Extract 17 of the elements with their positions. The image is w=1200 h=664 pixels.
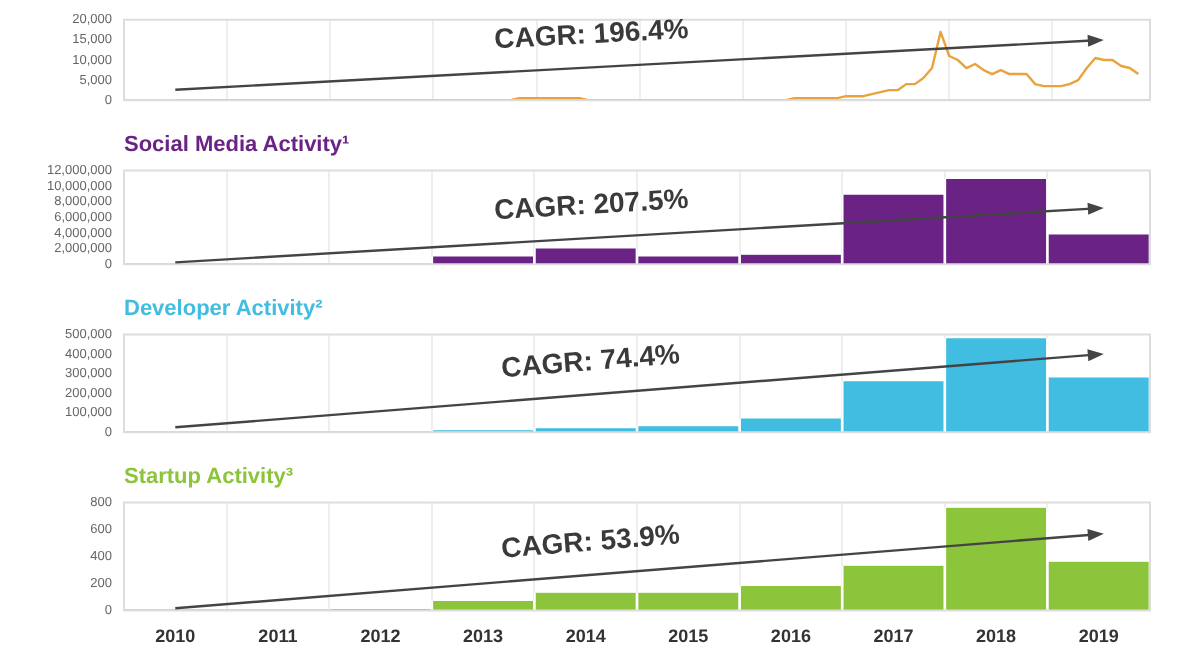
x-tick-label: 2010: [155, 626, 196, 647]
x-tick-label: 2019: [1078, 626, 1119, 647]
x-tick-label: 2012: [360, 626, 401, 647]
annotation: CAGR: 74.4%: [499, 337, 682, 384]
x-tick-label: 2017: [873, 626, 914, 647]
annotation: CAGR: 207.5%: [493, 181, 691, 226]
annotation: CAGR: 196.4%: [493, 11, 691, 55]
x-tick-label: 2016: [770, 626, 811, 647]
chart-title: Developer Activity²: [124, 297, 324, 322]
x-tick-label: 2014: [565, 626, 606, 647]
x-tick-label: 2011: [258, 626, 298, 647]
x-tick-label: 2015: [668, 626, 709, 647]
chart-title: Social Media Activity¹: [124, 133, 351, 158]
x-tick-label: 2013: [463, 626, 504, 647]
annotation: CAGR: 53.9%: [499, 517, 682, 564]
x-tick-label: 2018: [976, 626, 1017, 647]
chart-title: Startup Activity³: [124, 465, 294, 490]
